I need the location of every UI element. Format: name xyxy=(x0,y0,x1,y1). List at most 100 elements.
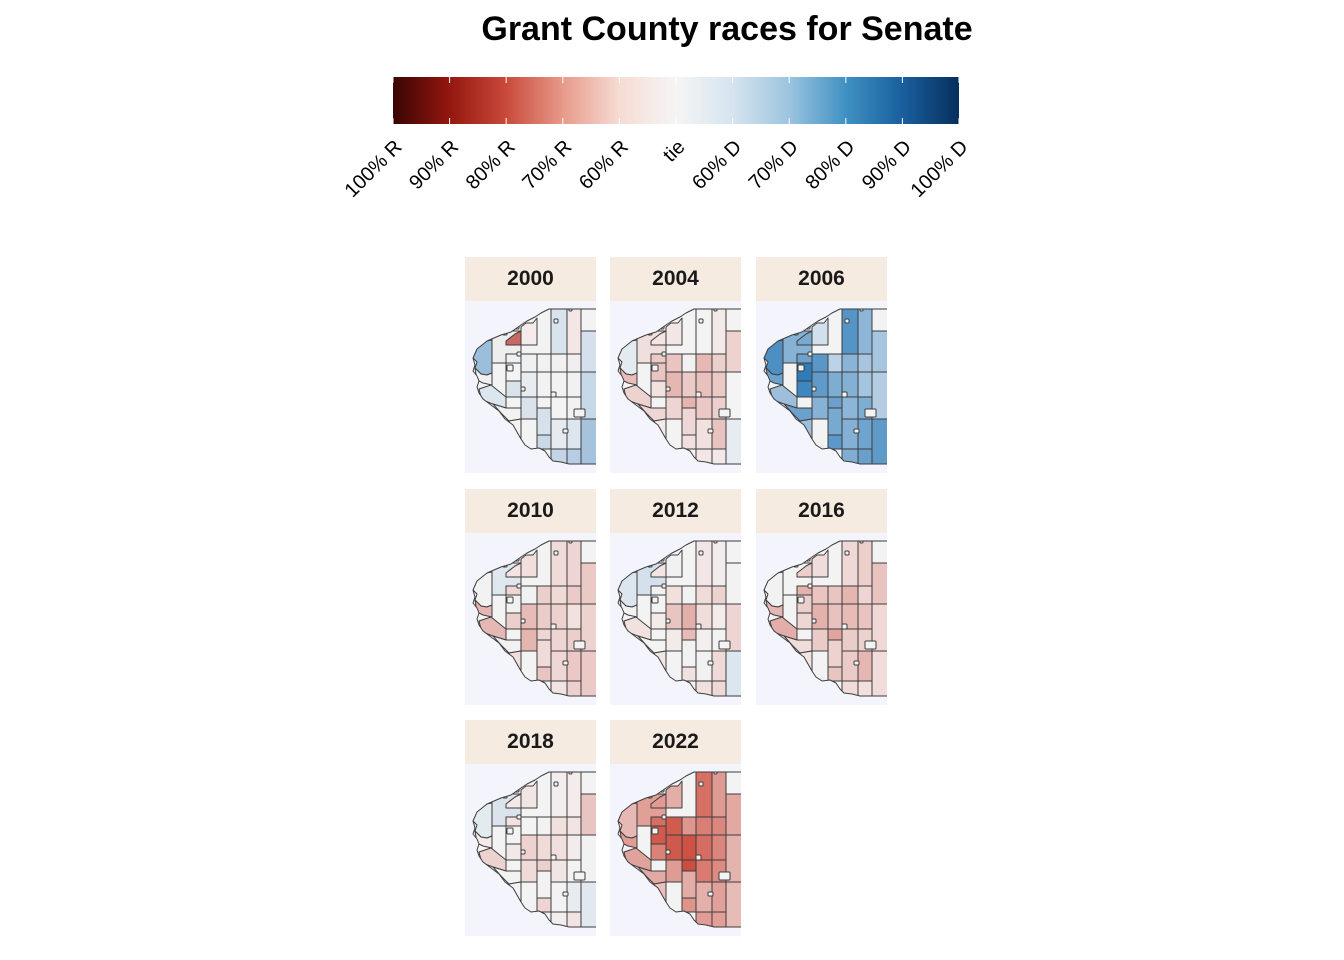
city-enclave xyxy=(698,781,704,787)
facet-panel-2018: 2018 xyxy=(465,720,596,936)
town-region xyxy=(520,585,538,605)
town-region xyxy=(536,666,552,682)
town-region xyxy=(871,603,887,652)
town-region xyxy=(695,816,713,836)
town-region xyxy=(536,816,552,836)
town-region xyxy=(566,603,582,630)
facet-map-area xyxy=(610,764,741,936)
facet-panel-2022: 2022 xyxy=(610,720,741,936)
town-region xyxy=(711,309,727,355)
town-region xyxy=(857,603,873,630)
town-region xyxy=(580,650,596,696)
chart-title: Grant County races for Senate xyxy=(481,10,973,48)
town-region xyxy=(536,434,552,450)
town-region xyxy=(681,603,697,630)
city-enclave xyxy=(562,891,569,897)
town-region xyxy=(580,371,596,420)
town-region xyxy=(695,309,713,355)
town-region xyxy=(536,639,552,668)
city-enclave xyxy=(841,391,848,398)
town-region xyxy=(550,650,568,682)
town-region xyxy=(711,448,727,464)
town-region xyxy=(536,870,552,899)
city-enclave xyxy=(550,623,557,630)
town-region xyxy=(681,834,697,861)
town-region xyxy=(536,897,552,913)
town-region xyxy=(650,380,667,398)
county-outline xyxy=(472,771,596,928)
town-region xyxy=(857,541,873,587)
town-region xyxy=(695,628,713,652)
town-region xyxy=(811,585,829,605)
town-region xyxy=(580,603,596,652)
county-outline xyxy=(617,308,741,465)
town-region xyxy=(725,603,741,652)
town-region xyxy=(650,843,667,861)
town-region xyxy=(711,772,727,818)
town-region xyxy=(711,816,727,836)
city-enclave xyxy=(797,596,805,604)
city-enclave xyxy=(695,854,702,861)
city-enclave xyxy=(520,849,526,855)
town-region xyxy=(695,541,713,587)
town-region xyxy=(871,330,887,373)
county-map xyxy=(472,540,596,697)
town-region xyxy=(711,680,727,696)
city-enclave xyxy=(665,386,671,392)
city-enclave xyxy=(651,596,659,604)
city-enclave xyxy=(520,618,526,624)
town-region xyxy=(841,541,859,587)
town-region xyxy=(857,418,873,450)
town-region xyxy=(580,562,596,605)
town-region xyxy=(520,371,538,398)
city-enclave xyxy=(661,583,667,589)
town-region xyxy=(857,680,873,696)
town-region xyxy=(711,650,727,682)
town-region xyxy=(695,650,713,682)
legend-colorbar xyxy=(393,77,959,124)
city-enclave xyxy=(707,891,714,897)
town-region xyxy=(665,317,683,346)
town-region xyxy=(681,585,697,605)
city-enclave xyxy=(853,428,860,434)
county-map xyxy=(617,308,741,465)
town-region xyxy=(725,562,741,605)
city-enclave xyxy=(665,849,671,855)
town-region xyxy=(841,396,859,420)
town-region xyxy=(871,371,887,420)
county-map xyxy=(763,308,887,465)
town-region xyxy=(665,816,683,836)
city-enclave xyxy=(864,408,877,418)
town-region xyxy=(695,859,713,883)
city-enclave xyxy=(573,640,586,650)
town-region xyxy=(695,772,713,818)
city-enclave xyxy=(553,318,559,324)
city-enclave xyxy=(853,660,860,666)
city-enclave xyxy=(665,618,671,624)
town-region xyxy=(520,780,538,809)
town-region xyxy=(520,603,538,630)
town-region xyxy=(711,353,727,373)
county-outline xyxy=(763,540,887,697)
town-region xyxy=(681,666,697,682)
facet-map-area xyxy=(465,764,596,936)
city-enclave xyxy=(718,871,731,881)
city-enclave xyxy=(516,814,522,820)
town-region xyxy=(695,353,713,373)
town-region xyxy=(520,549,538,578)
town-region xyxy=(580,834,596,883)
facet-panel-2016: 2016 xyxy=(756,489,887,705)
town-region xyxy=(681,371,697,398)
city-enclave xyxy=(506,827,514,835)
town-region xyxy=(520,628,538,652)
county-map xyxy=(472,308,596,465)
city-enclave xyxy=(864,640,877,650)
town-region xyxy=(857,448,873,464)
town-region xyxy=(566,834,582,861)
city-enclave xyxy=(807,351,813,357)
city-enclave xyxy=(562,660,569,666)
town-region xyxy=(550,353,568,373)
town-region xyxy=(566,541,582,587)
town-region xyxy=(566,418,582,450)
